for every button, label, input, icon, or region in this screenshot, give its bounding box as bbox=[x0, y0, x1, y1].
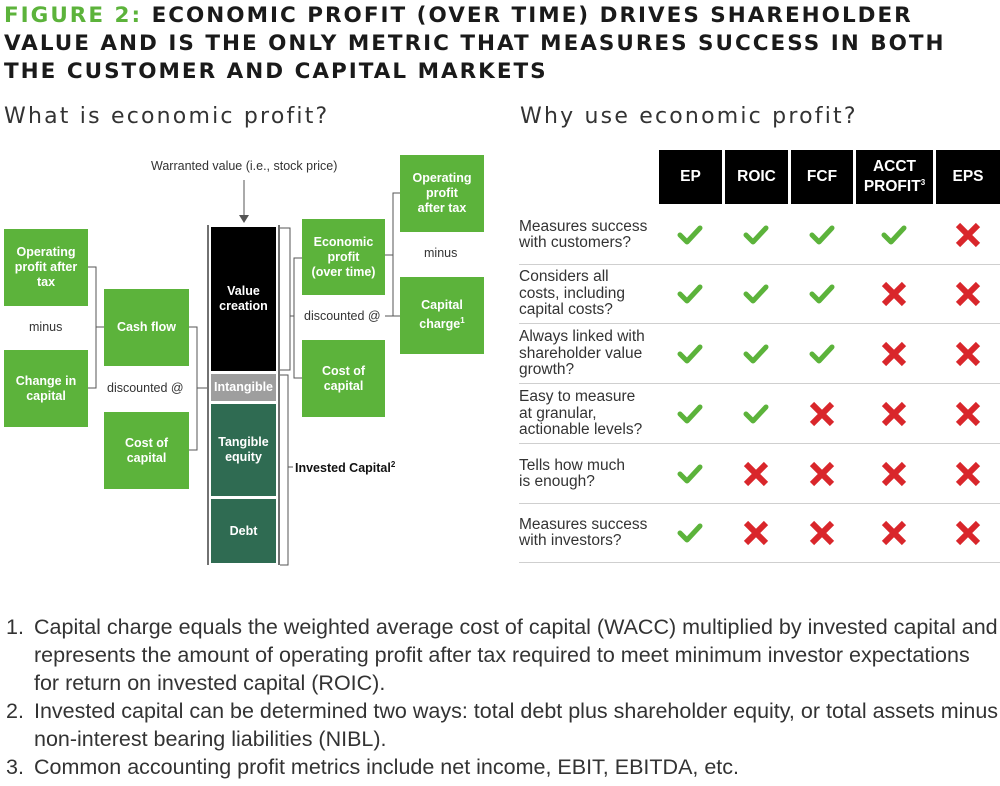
cross-icon bbox=[743, 520, 769, 546]
cross-icon bbox=[955, 341, 981, 367]
row-divider bbox=[519, 562, 1000, 563]
check-icon bbox=[677, 225, 703, 245]
cost-of-capital-box-left: Cost of capital bbox=[104, 412, 189, 489]
right-heading: Why use economic profit? bbox=[520, 104, 858, 129]
cross-icon bbox=[809, 520, 835, 546]
row-label: Always linked with shareholder value gro… bbox=[519, 328, 645, 379]
check-icon bbox=[677, 523, 703, 543]
cross-icon bbox=[955, 222, 981, 248]
row-divider bbox=[519, 323, 1000, 324]
cost-of-capital-box-right: Cost of capital bbox=[302, 340, 385, 417]
footnote-number: 3. bbox=[6, 755, 24, 779]
col-header-acct-profit: ACCT PROFIT3 bbox=[856, 150, 933, 204]
check-icon bbox=[677, 404, 703, 424]
row-divider bbox=[519, 264, 1000, 265]
invested-capital-footnote: 2 bbox=[390, 460, 396, 469]
tangible-equity-segment: Tangible equity bbox=[211, 404, 276, 496]
capital-charge-footnote: 1 bbox=[460, 316, 465, 326]
left-heading: What is economic profit? bbox=[4, 104, 330, 129]
cross-icon bbox=[809, 401, 835, 427]
cross-icon bbox=[809, 461, 835, 487]
cross-icon bbox=[955, 520, 981, 546]
row-divider bbox=[519, 503, 1000, 504]
invested-capital-text: Invested Capital bbox=[295, 461, 391, 476]
row-label: Considers all costs, including capital c… bbox=[519, 268, 625, 319]
warranted-value-label: Warranted value (i.e., stock price) bbox=[151, 159, 338, 173]
figure-title: FIGURE 2: ECONOMIC PROFIT (OVER TIME) DR… bbox=[4, 2, 994, 86]
row-divider bbox=[519, 443, 1000, 444]
invested-capital-label: Invested Capital2 bbox=[295, 460, 395, 475]
value-stack: Value creation Intangible Tangible equit… bbox=[207, 225, 280, 565]
footnote-text: Invested capital can be determined two w… bbox=[34, 699, 999, 751]
check-icon bbox=[743, 404, 769, 424]
check-icon bbox=[743, 284, 769, 304]
col-header-eps: EPS bbox=[936, 150, 1000, 204]
footnote-number: 1. bbox=[6, 615, 24, 639]
acct-profit-footnote: 3 bbox=[920, 177, 926, 187]
check-icon bbox=[677, 344, 703, 364]
capital-charge-box: Capital charge1 bbox=[400, 277, 484, 354]
check-icon bbox=[881, 225, 907, 245]
cross-icon bbox=[955, 401, 981, 427]
check-icon bbox=[809, 344, 835, 364]
minus-label-right: minus bbox=[424, 246, 458, 260]
economic-profit-box: Economic profit (over time) bbox=[302, 219, 385, 295]
operating-profit-box-left: Operating profit after tax bbox=[4, 229, 88, 306]
row-label: Measures success with investors? bbox=[519, 515, 648, 549]
diagram-connectors bbox=[88, 180, 400, 566]
check-icon bbox=[677, 464, 703, 484]
minus-label-left: minus bbox=[29, 320, 63, 334]
cross-icon bbox=[881, 401, 907, 427]
cross-icon bbox=[881, 520, 907, 546]
debt-segment: Debt bbox=[211, 499, 276, 563]
cash-flow-box: Cash flow bbox=[104, 289, 189, 366]
footnote-item: 3. Common accounting profit metrics inclu… bbox=[6, 753, 1000, 781]
col-header-fcf: FCF bbox=[791, 150, 853, 204]
cross-icon bbox=[955, 281, 981, 307]
figure-title-text: ECONOMIC PROFIT (OVER TIME) DRIVES SHARE… bbox=[4, 3, 946, 84]
cross-icon bbox=[881, 281, 907, 307]
stack-frame bbox=[207, 225, 280, 565]
cross-icon bbox=[881, 341, 907, 367]
footnote-text: Capital charge equals the weighted avera… bbox=[34, 615, 998, 695]
row-label: Tells how much is enough? bbox=[519, 456, 625, 490]
row-divider bbox=[519, 383, 1000, 384]
footnotes: 1. Capital charge equals the weighted ave… bbox=[6, 613, 1000, 781]
cross-icon bbox=[743, 461, 769, 487]
col-header-ep: EP bbox=[659, 150, 722, 204]
change-in-capital-box: Change in capital bbox=[4, 350, 88, 427]
col-header-roic: ROIC bbox=[725, 150, 788, 204]
cross-icon bbox=[881, 461, 907, 487]
cross-icon bbox=[955, 461, 981, 487]
discounted-label-right: discounted @ bbox=[304, 309, 381, 323]
discounted-label-left: discounted @ bbox=[107, 381, 184, 395]
col-header-acct-profit-text: ACCT PROFIT bbox=[863, 157, 921, 196]
check-icon bbox=[743, 344, 769, 364]
capital-charge-text: Capital charge bbox=[419, 298, 463, 332]
row-label: Easy to measure at granular, actionable … bbox=[519, 388, 643, 439]
figure-label: FIGURE 2: bbox=[4, 3, 143, 28]
footnote-item: 1. Capital charge equals the weighted ave… bbox=[6, 613, 1000, 697]
footnote-text: Common accounting profit metrics include… bbox=[34, 755, 740, 779]
row-label: Measures success with customers? bbox=[519, 217, 648, 251]
intangible-segment: Intangible bbox=[211, 374, 276, 401]
check-icon bbox=[809, 225, 835, 245]
footnote-item: 2. Invested capital can be determined two… bbox=[6, 697, 1000, 753]
check-icon bbox=[809, 284, 835, 304]
check-icon bbox=[743, 225, 769, 245]
operating-profit-box-right: Operating profit after tax bbox=[400, 155, 484, 232]
check-icon bbox=[677, 284, 703, 304]
footnote-number: 2. bbox=[6, 699, 24, 723]
value-creation-segment: Value creation bbox=[211, 227, 276, 371]
